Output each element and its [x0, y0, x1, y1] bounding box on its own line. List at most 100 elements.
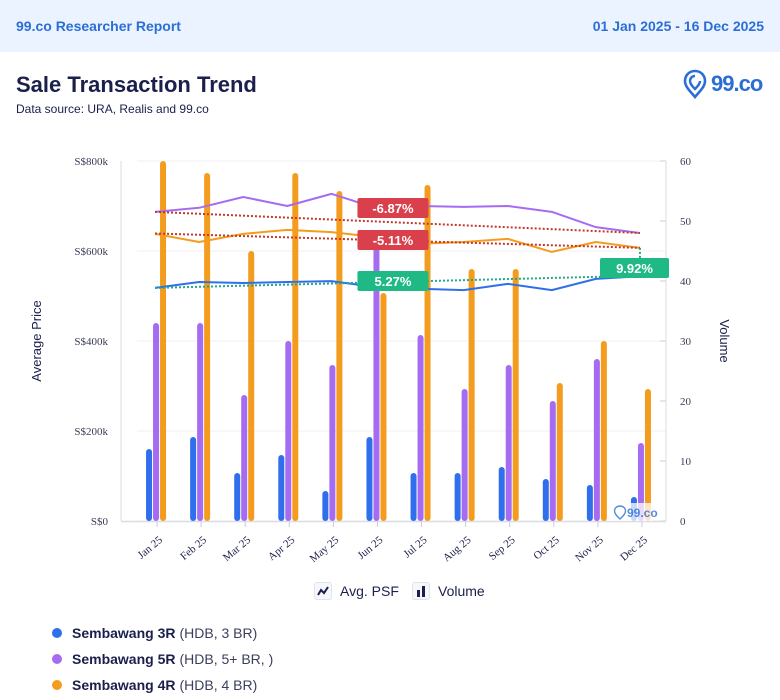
volume-bar-sembawang-5r: [373, 233, 380, 521]
data-source: Data source: URA, Realis and 99.co: [16, 102, 209, 116]
x-tick-label: Feb 25: [178, 534, 209, 563]
volume-bar-sembawang-5r: [505, 365, 512, 521]
volume-bar-sembawang-4r: [556, 383, 563, 521]
volume-bar-sembawang-5r: [241, 395, 248, 521]
volume-bar-sembawang-3r: [322, 491, 329, 521]
legend-name: Sembawang 4R: [72, 677, 176, 693]
volume-bar-sembawang-4r: [600, 341, 607, 521]
watermark-text: 99.co: [627, 506, 658, 520]
x-tick-label: Nov 25: [573, 534, 606, 565]
bar-chart-icon: [412, 582, 430, 600]
volume-bar-sembawang-3r: [366, 437, 373, 521]
volume-bar-sembawang-5r: [637, 443, 644, 521]
change-label-3r-bg: [357, 271, 429, 291]
watermark-bg: [608, 503, 652, 521]
legend-item-4r[interactable]: Sembawang 4R (HDB, 4 BR): [52, 672, 273, 698]
volume-bar-sembawang-4r: [248, 251, 255, 521]
volume-bar-sembawang-3r: [498, 467, 505, 521]
right-tick-label: 40: [680, 276, 692, 288]
volume-label: Volume: [438, 583, 485, 599]
left-tick-label: S$800k: [74, 156, 108, 168]
date-range: 01 Jan 2025 - 16 Dec 2025: [592, 18, 764, 34]
volume-bar-sembawang-3r: [542, 479, 549, 521]
change-label-end-bg: [600, 258, 669, 278]
y-axis-title-left: Average Price: [29, 300, 44, 381]
x-tick-label: Sep 25: [487, 534, 518, 563]
volume-bar-sembawang-3r: [454, 473, 461, 521]
page-title: Sale Transaction Trend: [16, 72, 257, 97]
volume-bar-sembawang-5r: [153, 323, 160, 521]
brand-logo: 99.co: [683, 68, 763, 100]
volume-bar-sembawang-3r: [410, 473, 417, 521]
volume-bar-sembawang-5r: [197, 323, 204, 521]
volume-bar-sembawang-3r: [146, 449, 153, 521]
sale-transaction-chart: S$0 S$200k S$400k S$600k S$800k 0 10 20 30 40 50 60…: [29, 156, 732, 565]
right-tick-label: 60: [680, 156, 692, 168]
legend-desc: (HDB, 4 BR): [179, 677, 258, 693]
right-tick-label: 30: [680, 336, 692, 348]
line-chart-icon: [314, 582, 332, 600]
left-tick-label: S$600k: [74, 246, 108, 258]
volume-bar-sembawang-5r: [285, 341, 292, 521]
x-tick-label: Aug 25: [441, 534, 474, 565]
report-header-bar: 99.co Researcher Report 01 Jan 2025 - 16…: [0, 0, 780, 52]
volume-bar-sembawang-5r: [549, 401, 556, 521]
left-tick-label: S$0: [91, 516, 109, 528]
left-tick-label: S$200k: [74, 426, 108, 438]
legend-dot: [52, 654, 62, 664]
y-axis-title-right: Volume: [717, 319, 732, 362]
change-label-5r: -6.87%: [372, 201, 414, 216]
x-tick-label: Jul 25: [401, 534, 429, 561]
series-legend: Sembawang 3R (HDB, 3 BR) Sembawang 5R (H…: [52, 620, 273, 698]
right-tick-label: 10: [680, 456, 692, 468]
legend-dot: [52, 628, 62, 638]
legend-item-5r[interactable]: Sembawang 5R (HDB, 5+ BR, ): [52, 646, 273, 672]
volume-bar-sembawang-4r: [380, 293, 387, 521]
x-tick-label: Mar 25: [221, 534, 254, 564]
trend-line-sembawang-5r: [154, 210, 641, 234]
change-label-3r: 5.27%: [375, 274, 412, 289]
trend-line-sembawang-3r: [155, 274, 640, 289]
volume-bar-sembawang-3r: [190, 437, 197, 521]
logo-text: 99.co: [711, 71, 763, 96]
volume-bar-sembawang-5r: [329, 365, 336, 521]
legend-desc: (HDB, 3 BR): [179, 625, 258, 641]
volume-bar-sembawang-5r: [461, 389, 468, 521]
legend-item-3r[interactable]: Sembawang 3R (HDB, 3 BR): [52, 620, 273, 646]
volume-bar-sembawang-5r: [593, 359, 600, 521]
watermark-pin-icon: [613, 505, 627, 520]
volume-bar-sembawang-4r: [424, 185, 431, 521]
legend-desc: (HDB, 5+ BR, ): [179, 651, 274, 667]
volume-bar-sembawang-4r: [292, 173, 299, 521]
volume-toggle[interactable]: Volume: [412, 580, 485, 602]
right-tick-label: 50: [680, 216, 692, 228]
volume-bar-sembawang-4r: [468, 269, 475, 521]
volume-bar-sembawang-4r: [204, 173, 211, 521]
x-tick-label: Jan 25: [135, 534, 165, 562]
legend-name: Sembawang 3R: [72, 625, 176, 641]
volume-bar-sembawang-3r: [586, 485, 593, 521]
volume-bar-sembawang-4r: [644, 389, 651, 521]
right-tick-label: 0: [680, 516, 686, 528]
x-tick-label: Oct 25: [531, 534, 562, 563]
legend-name: Sembawang 5R: [72, 651, 176, 667]
avg-psf-label: Avg. PSF: [340, 583, 399, 599]
volume-bar-sembawang-3r: [278, 455, 285, 521]
change-label-4r-bg: [357, 230, 429, 250]
location-pin-icon: [683, 69, 707, 99]
x-tick-label: Dec 25: [618, 534, 650, 564]
volume-bar-sembawang-4r: [336, 191, 343, 521]
report-label: 99.co Researcher Report: [16, 18, 181, 34]
volume-bar-sembawang-4r: [512, 269, 519, 521]
volume-bar-sembawang-4r: [160, 161, 167, 521]
x-tick-label: Jun 25: [355, 534, 385, 562]
x-tick-label: May 25: [308, 534, 342, 565]
legend-dot: [52, 680, 62, 690]
x-tick-label: Apr 25: [266, 534, 298, 563]
avg-psf-toggle[interactable]: Avg. PSF: [314, 580, 399, 602]
right-tick-label: 20: [680, 396, 692, 408]
change-label-4r: -5.11%: [373, 233, 414, 248]
left-tick-label: S$400k: [74, 336, 108, 348]
volume-bar-sembawang-3r: [234, 473, 241, 521]
trend-line-sembawang-4r: [155, 232, 640, 249]
